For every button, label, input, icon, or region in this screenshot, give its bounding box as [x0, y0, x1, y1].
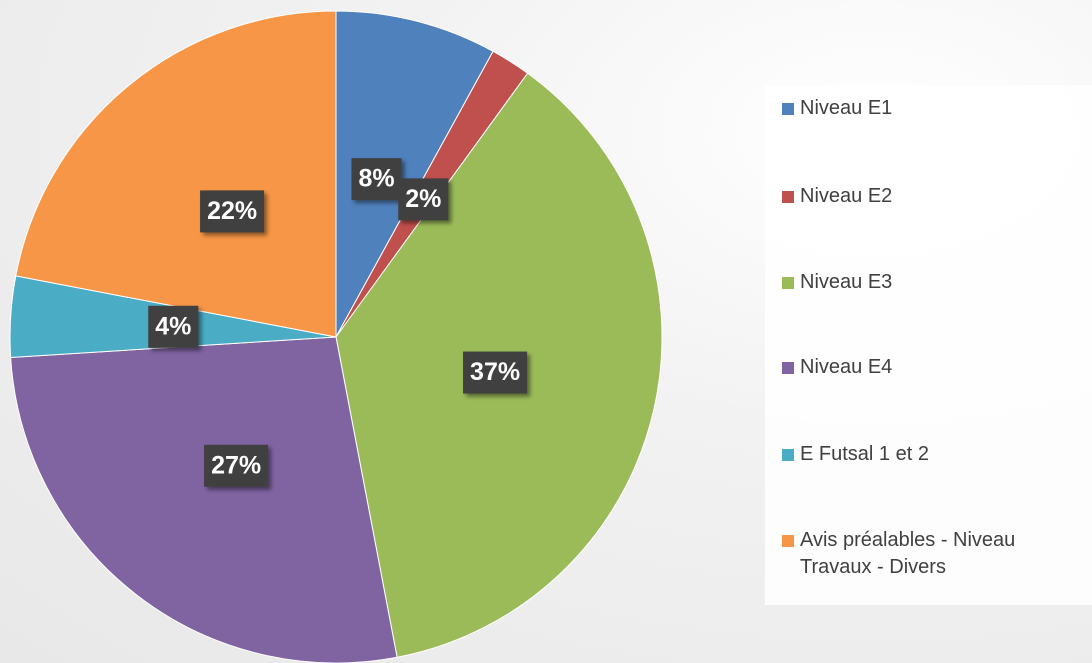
legend-swatch [782, 449, 794, 461]
legend-swatch [782, 191, 794, 203]
data-label-box [200, 190, 265, 233]
chart: 8% 2% 37% 27% 4% 22% [9, 10, 663, 663]
legend-label: E Futsal 1 et 2 [800, 443, 929, 465]
data-label-text: 4% [155, 312, 191, 340]
data-label: 37% [463, 351, 528, 394]
data-label-text: 27% [211, 451, 261, 479]
data-label-box [351, 158, 402, 201]
legend-label: Niveau E2 [800, 185, 893, 207]
legend-swatch [782, 103, 794, 115]
pie-slice [335, 10, 494, 338]
data-label-text: 22% [207, 197, 257, 225]
data-label: 2% [398, 178, 449, 221]
legend-swatch [782, 535, 794, 547]
data-label-text: 8% [358, 165, 394, 193]
data-label-box [398, 178, 449, 221]
legend-label: Niveau E4 [800, 356, 893, 378]
data-label-text: 2% [405, 185, 441, 213]
legend-item: Niveau E1 [782, 95, 1092, 122]
pie-slice [15, 10, 337, 338]
data-label-box [463, 351, 528, 394]
legend-item: Avis préalables - Niveau Travaux - Diver… [782, 527, 1092, 581]
legend-item: Niveau E2 [782, 183, 1092, 210]
legend-swatch [782, 277, 794, 289]
legend-swatch [782, 362, 794, 374]
legend-label: Niveau E3 [800, 271, 893, 293]
data-label: 22% [200, 190, 265, 233]
data-label: 27% [204, 444, 269, 487]
pie-slice [10, 336, 398, 663]
data-label-box [148, 305, 199, 348]
data-label-text: 37% [470, 358, 520, 386]
legend: Niveau E1 Niveau E2 Niveau E3 Niveau E4 E Fu… [765, 85, 1092, 605]
data-label: 8% [351, 158, 402, 201]
data-label: 4% [148, 305, 199, 348]
legend-item: Niveau E4 [782, 354, 1092, 381]
legend-label: Avis préalables - Niveau Travaux - Diver… [800, 529, 1016, 578]
legend-item: E Futsal 1 et 2 [782, 441, 1092, 468]
legend-label: Niveau E1 [800, 97, 893, 119]
legend-item: Niveau E3 [782, 269, 1092, 296]
data-label-box [204, 444, 269, 487]
